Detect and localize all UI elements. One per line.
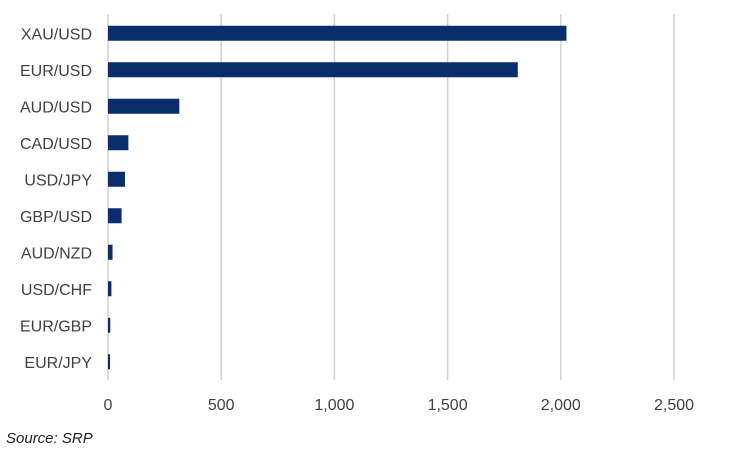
bar-eur-usd (108, 62, 518, 78)
bar-aud-usd (108, 98, 180, 114)
x-tick-label: 1,000 (314, 397, 354, 414)
bar-usd-jpy (108, 171, 125, 187)
category-labels: XAU/USD EUR/USD AUD/USD CAD/USD USD/JPY GBP/U… (20, 26, 92, 372)
category-label: XAU/USD (21, 26, 92, 43)
bar-usd-chf (108, 281, 112, 297)
category-label: GBP/USD (20, 209, 92, 226)
bar-xau-usd (108, 25, 567, 41)
bar-aud-nzd (108, 244, 113, 260)
source-note: Source: SRP (6, 430, 93, 447)
x-tick-labels: 0 500 1,000 1,500 2,000 2,500 (104, 397, 695, 414)
category-label: CAD/USD (20, 136, 92, 153)
category-label: EUR/JPY (24, 355, 92, 372)
x-tick-label: 1,500 (428, 397, 468, 414)
bars (108, 25, 567, 370)
category-label: USD/CHF (21, 282, 92, 299)
category-label: EUR/GBP (20, 318, 92, 335)
bar-chart: XAU/USD EUR/USD AUD/USD CAD/USD USD/JPY GBP/U… (20, 14, 695, 414)
category-label: USD/JPY (24, 172, 92, 189)
category-label: AUD/USD (20, 99, 92, 116)
x-tick-label: 500 (208, 397, 235, 414)
category-label: EUR/USD (20, 63, 92, 80)
bar-eur-gbp (108, 317, 111, 333)
bar-cad-usd (108, 135, 129, 151)
x-tick-label: 2,000 (541, 397, 581, 414)
bar-eur-jpy (108, 354, 110, 370)
x-tick-label: 2,500 (654, 397, 694, 414)
category-label: AUD/NZD (21, 245, 92, 262)
x-tick-label: 0 (104, 397, 113, 414)
bar-gbp-usd (108, 208, 122, 224)
